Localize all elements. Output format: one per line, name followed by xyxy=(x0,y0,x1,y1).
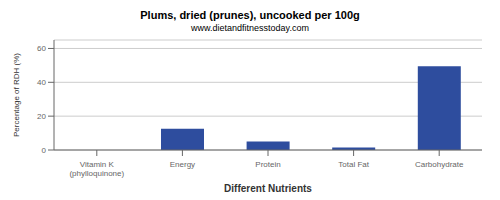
html-text:Plums, dried (prunes), uncooke: Plums, dried (prunes), uncooked per 100g xyxy=(140,9,360,21)
svg-text:Carbohydrate: Carbohydrate xyxy=(415,160,464,169)
html-text:www.dietandfitnesstoday.com: www.dietandfitnesstoday.com xyxy=(191,23,309,33)
svg-text:Different Nutrients: Different Nutrients xyxy=(224,183,312,192)
svg-text:40: 40 xyxy=(37,78,46,87)
svg-text:0: 0 xyxy=(42,146,47,155)
svg-text:Energy: Energy xyxy=(170,160,195,169)
svg-text:Total Fat: Total Fat xyxy=(338,160,369,169)
svg-text:60: 60 xyxy=(37,44,46,53)
svg-text:Percentage of RDH (%): Percentage of RDH (%) xyxy=(12,53,21,137)
svg-text:20: 20 xyxy=(37,112,46,121)
svg-text:Protein: Protein xyxy=(255,160,280,169)
svg-text:Vitamin K(phylloquinone): Vitamin K(phylloquinone) xyxy=(69,160,124,178)
